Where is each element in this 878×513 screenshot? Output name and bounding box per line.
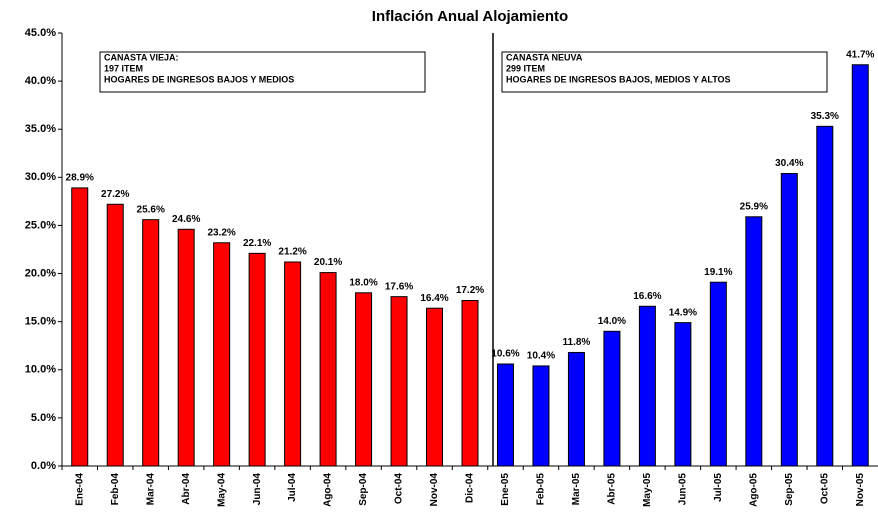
annotation-text: HOGARES DE INGRESOS BAJOS, MEDIOS Y ALTO… xyxy=(506,74,731,84)
x-tick-label: May-05 xyxy=(642,473,653,507)
value-label: 28.9% xyxy=(66,173,94,184)
bar xyxy=(284,261,302,467)
value-label: 16.6% xyxy=(633,291,661,302)
annotation-text: 197 ITEM xyxy=(104,63,143,73)
bar xyxy=(106,203,124,467)
bar xyxy=(319,272,337,467)
x-tick-label: Abr-05 xyxy=(607,473,618,505)
y-tick-label: 0.0% xyxy=(31,460,56,472)
bar xyxy=(638,305,656,467)
x-tick-label: Nov-05 xyxy=(855,473,866,507)
bar xyxy=(745,216,763,467)
value-label: 25.6% xyxy=(137,204,165,215)
bar xyxy=(213,242,231,467)
bar xyxy=(461,299,479,467)
x-tick-label: Mar-05 xyxy=(571,473,582,506)
value-label: 14.0% xyxy=(598,316,626,327)
bar xyxy=(603,330,621,467)
bar xyxy=(177,228,195,467)
y-tick-label: 5.0% xyxy=(31,412,56,424)
y-tick-label: 35.0% xyxy=(25,123,56,135)
value-label: 17.2% xyxy=(456,285,484,296)
y-tick-label: 10.0% xyxy=(25,364,56,376)
annotation-box xyxy=(99,51,426,93)
x-tick-label: Dic-04 xyxy=(465,473,476,503)
value-label: 35.3% xyxy=(811,111,839,122)
x-tick-label: Oct-04 xyxy=(394,473,405,505)
y-tick-label: 15.0% xyxy=(25,316,56,328)
x-tick-label: Ago-04 xyxy=(323,473,334,507)
bar xyxy=(851,64,869,467)
y-tick-label: 25.0% xyxy=(25,219,56,231)
x-tick-label: Feb-05 xyxy=(536,473,547,506)
value-label: 11.8% xyxy=(563,337,591,348)
annotation-text: CANASTA NEUVA xyxy=(506,52,583,62)
bar xyxy=(426,307,444,467)
bar xyxy=(142,219,160,467)
value-label: 10.6% xyxy=(491,349,519,360)
value-label: 17.6% xyxy=(385,281,413,292)
x-tick-label: Jun-04 xyxy=(252,473,263,506)
bar xyxy=(390,296,408,467)
bar xyxy=(816,125,834,467)
x-tick-label: Jul-05 xyxy=(713,473,724,502)
x-tick-label: Feb-04 xyxy=(110,473,121,506)
bar xyxy=(567,351,585,467)
y-tick-label: 30.0% xyxy=(25,171,56,183)
bar xyxy=(496,363,514,467)
annotation-text: CANASTA VIEJA: xyxy=(104,52,179,62)
x-tick-label: Ene-04 xyxy=(74,473,85,506)
chart-title: Inflación Anual Alojamiento xyxy=(372,8,568,25)
annotation-text: 299 ITEM xyxy=(506,63,545,73)
x-tick-label: Mar-04 xyxy=(145,473,156,506)
bar xyxy=(355,292,373,467)
y-tick-label: 45.0% xyxy=(25,27,56,39)
value-label: 19.1% xyxy=(704,267,732,278)
value-label: 30.4% xyxy=(775,158,803,169)
x-tick-label: Sep-04 xyxy=(358,473,369,506)
bar xyxy=(674,322,692,467)
value-label: 14.9% xyxy=(669,307,697,318)
x-tick-label: Nov-04 xyxy=(429,473,440,507)
bar xyxy=(709,281,727,467)
x-tick-label: Ene-05 xyxy=(500,473,511,506)
x-tick-label: Oct-05 xyxy=(819,473,830,505)
x-tick-label: Sep-05 xyxy=(784,473,795,506)
bar xyxy=(532,365,550,467)
value-label: 41.7% xyxy=(846,49,874,60)
value-label: 22.1% xyxy=(243,238,271,249)
y-tick-label: 20.0% xyxy=(25,267,56,279)
x-tick-label: Abr-04 xyxy=(181,473,192,505)
x-tick-label: Jul-04 xyxy=(287,473,298,502)
value-label: 25.9% xyxy=(740,201,768,212)
x-tick-label: May-04 xyxy=(216,473,227,507)
value-label: 24.6% xyxy=(172,214,200,225)
annotation-box xyxy=(501,51,828,93)
value-label: 23.2% xyxy=(207,227,235,238)
value-label: 10.4% xyxy=(527,351,555,362)
annotation-text: HOGARES DE INGRESOS BAJOS Y MEDIOS xyxy=(104,74,294,84)
bar xyxy=(71,187,89,467)
value-label: 27.2% xyxy=(101,189,129,200)
x-tick-label: Jun-05 xyxy=(678,473,689,506)
bar xyxy=(780,172,798,467)
value-label: 18.0% xyxy=(349,277,377,288)
value-label: 16.4% xyxy=(420,293,448,304)
x-tick-label: Ago-05 xyxy=(748,473,759,507)
value-label: 21.2% xyxy=(278,247,306,258)
value-label: 20.1% xyxy=(314,257,342,268)
bar xyxy=(248,252,266,467)
y-tick-label: 40.0% xyxy=(25,75,56,87)
